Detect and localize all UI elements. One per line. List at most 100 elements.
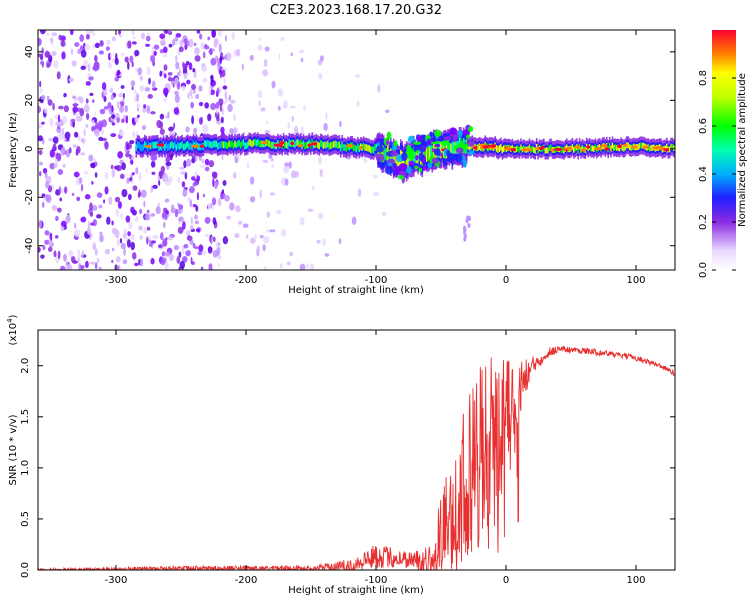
band-core — [295, 139, 298, 147]
noise-patch — [78, 96, 84, 104]
noise-patch — [186, 72, 189, 76]
noise-patch — [279, 263, 283, 269]
noise-patch — [84, 44, 91, 51]
band-core — [182, 143, 185, 151]
noise-patch — [195, 205, 199, 212]
noise-patch — [262, 244, 266, 252]
noise-patch — [175, 54, 178, 63]
noise-patch — [145, 43, 150, 47]
band-core — [638, 142, 641, 149]
noise-patch — [287, 122, 291, 130]
noise-patch — [159, 49, 164, 54]
noise-patch — [182, 221, 186, 230]
band-core — [305, 142, 308, 149]
band-scatter — [393, 162, 397, 168]
noise-patch — [221, 69, 226, 78]
noise-patch — [69, 30, 74, 36]
band-scatter — [465, 134, 471, 139]
noise-patch — [192, 243, 196, 249]
band-core — [571, 144, 574, 150]
noise-patch — [150, 54, 156, 63]
noise-patch — [139, 208, 143, 215]
band-core — [371, 146, 374, 153]
noise-patch — [115, 208, 119, 217]
band-core — [327, 140, 329, 148]
noise-patch — [98, 266, 102, 270]
noise-patch — [126, 177, 130, 184]
noise-patch — [94, 112, 97, 117]
band-scatter — [387, 158, 395, 164]
noise-patch — [103, 106, 109, 110]
noise-patch — [114, 229, 120, 239]
band-core — [534, 147, 537, 154]
band-core — [417, 146, 419, 164]
noise-patch — [288, 161, 292, 169]
noise-patch — [171, 81, 174, 86]
noise-patch — [241, 63, 244, 71]
band-core — [261, 140, 263, 148]
noise-patch — [218, 43, 222, 53]
noise-patch — [129, 153, 132, 160]
y-tick-label: 0 — [24, 146, 35, 152]
noise-patch — [58, 105, 64, 110]
band-scatter — [466, 140, 475, 147]
band-scatter — [429, 131, 434, 137]
noise-patch — [80, 183, 84, 192]
noise-patch — [351, 216, 357, 225]
noise-patch — [189, 89, 193, 97]
band-core — [325, 141, 328, 149]
noise-patch — [94, 172, 98, 178]
band-scatter — [415, 154, 419, 161]
spectrogram-y-ticks: -40 -20 0 20 40 — [24, 45, 675, 254]
noise-patch — [99, 234, 104, 243]
noise-patch — [63, 186, 68, 194]
noise-patch — [215, 55, 219, 62]
noise-patch — [103, 199, 106, 204]
noise-patch — [85, 33, 90, 40]
band-core — [249, 139, 252, 147]
noise-patch — [223, 77, 226, 84]
band-core — [198, 143, 201, 151]
band-core — [285, 141, 288, 149]
noise-patch — [161, 250, 166, 257]
noise-patch — [127, 61, 130, 71]
noise-patch — [120, 242, 126, 250]
colorbar — [712, 30, 736, 270]
band-scatter — [419, 147, 426, 153]
noise-patch — [42, 167, 48, 174]
noise-patch — [159, 70, 163, 77]
noise-patch — [270, 157, 274, 162]
noise-patch — [101, 82, 107, 91]
noise-patch — [94, 42, 100, 49]
band-core — [257, 138, 259, 146]
noise-patch — [116, 238, 121, 246]
colorbar-tick-label: 0.6 — [698, 118, 709, 134]
band-scatter — [394, 166, 400, 175]
noise-patch — [262, 69, 269, 77]
noise-patch — [190, 216, 193, 225]
x-tick-label: -200 — [235, 575, 258, 586]
noise-patch — [181, 255, 188, 263]
band-core — [239, 141, 242, 149]
noise-patch — [108, 196, 113, 205]
noise-patch — [149, 242, 153, 248]
band-hotspot — [604, 147, 611, 151]
noise-patch — [282, 102, 287, 109]
noise-patch — [145, 168, 148, 173]
noise-patch — [78, 177, 83, 184]
band-core — [158, 144, 160, 151]
noise-patch — [121, 162, 126, 171]
noise-patch — [52, 143, 57, 150]
noise-patch — [265, 120, 269, 125]
noise-patch — [144, 87, 151, 92]
y-tick-label: 1.5 — [20, 409, 31, 425]
noise-patch — [299, 263, 306, 270]
noise-patch — [72, 103, 79, 107]
noise-patch — [119, 105, 124, 113]
noise-patch — [119, 173, 125, 180]
noise-patch — [134, 262, 139, 267]
band-scatter — [431, 165, 438, 170]
band-core — [500, 143, 502, 151]
snr-panel: -300 -200 -100 0 100 0.0 0.5 1.0 1.5 2.0 Height … — [6, 314, 676, 596]
band-scatter — [439, 162, 443, 169]
